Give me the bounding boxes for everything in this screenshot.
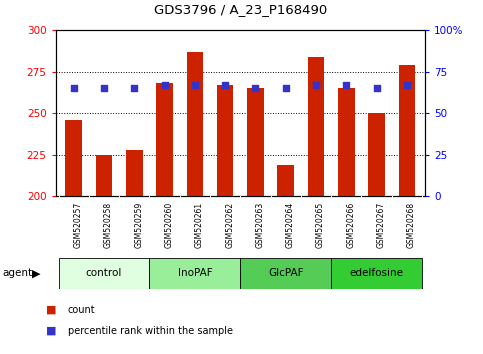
Point [191, 82, 199, 88]
Text: control: control [86, 268, 122, 279]
Text: ■: ■ [46, 326, 57, 336]
Text: GDS3796 / A_23_P168490: GDS3796 / A_23_P168490 [154, 3, 327, 16]
Bar [241, 258, 331, 289]
Bar [331, 258, 422, 289]
Point [161, 82, 169, 88]
Bar [149, 258, 241, 289]
Text: GSM520258: GSM520258 [104, 201, 113, 247]
Bar [126, 150, 142, 196]
Point [373, 85, 381, 91]
Bar [65, 120, 82, 196]
Bar [277, 165, 294, 196]
Text: GlcPAF: GlcPAF [268, 268, 303, 279]
Bar [217, 85, 233, 196]
Text: count: count [68, 305, 95, 315]
Bar [96, 155, 113, 196]
Point [70, 85, 78, 91]
Point [403, 82, 411, 88]
Text: GSM520267: GSM520267 [377, 201, 385, 248]
Bar [308, 57, 325, 196]
Text: percentile rank within the sample: percentile rank within the sample [68, 326, 233, 336]
Point [221, 82, 229, 88]
Point [282, 85, 290, 91]
Bar [58, 258, 149, 289]
Text: GSM520265: GSM520265 [316, 201, 325, 248]
Point [312, 82, 320, 88]
Text: GSM520262: GSM520262 [225, 201, 234, 247]
Point [130, 85, 138, 91]
Text: InoPAF: InoPAF [178, 268, 212, 279]
Text: GSM520259: GSM520259 [134, 201, 143, 248]
Bar [338, 88, 355, 196]
Text: GSM520263: GSM520263 [256, 201, 264, 248]
Text: ▶: ▶ [32, 268, 41, 279]
Point [252, 85, 259, 91]
Text: GSM520260: GSM520260 [165, 201, 173, 248]
Point [100, 85, 108, 91]
Text: GSM520261: GSM520261 [195, 201, 204, 247]
Text: ■: ■ [46, 305, 57, 315]
Point [342, 82, 350, 88]
Text: GSM520257: GSM520257 [74, 201, 83, 248]
Bar [398, 65, 415, 196]
Text: GSM520268: GSM520268 [407, 201, 416, 247]
Text: agent: agent [2, 268, 32, 279]
Text: edelfosine: edelfosine [350, 268, 404, 279]
Bar [186, 52, 203, 196]
Bar [156, 83, 173, 196]
Bar [368, 113, 385, 196]
Text: GSM520266: GSM520266 [346, 201, 355, 248]
Bar [247, 88, 264, 196]
Text: GSM520264: GSM520264 [286, 201, 295, 248]
